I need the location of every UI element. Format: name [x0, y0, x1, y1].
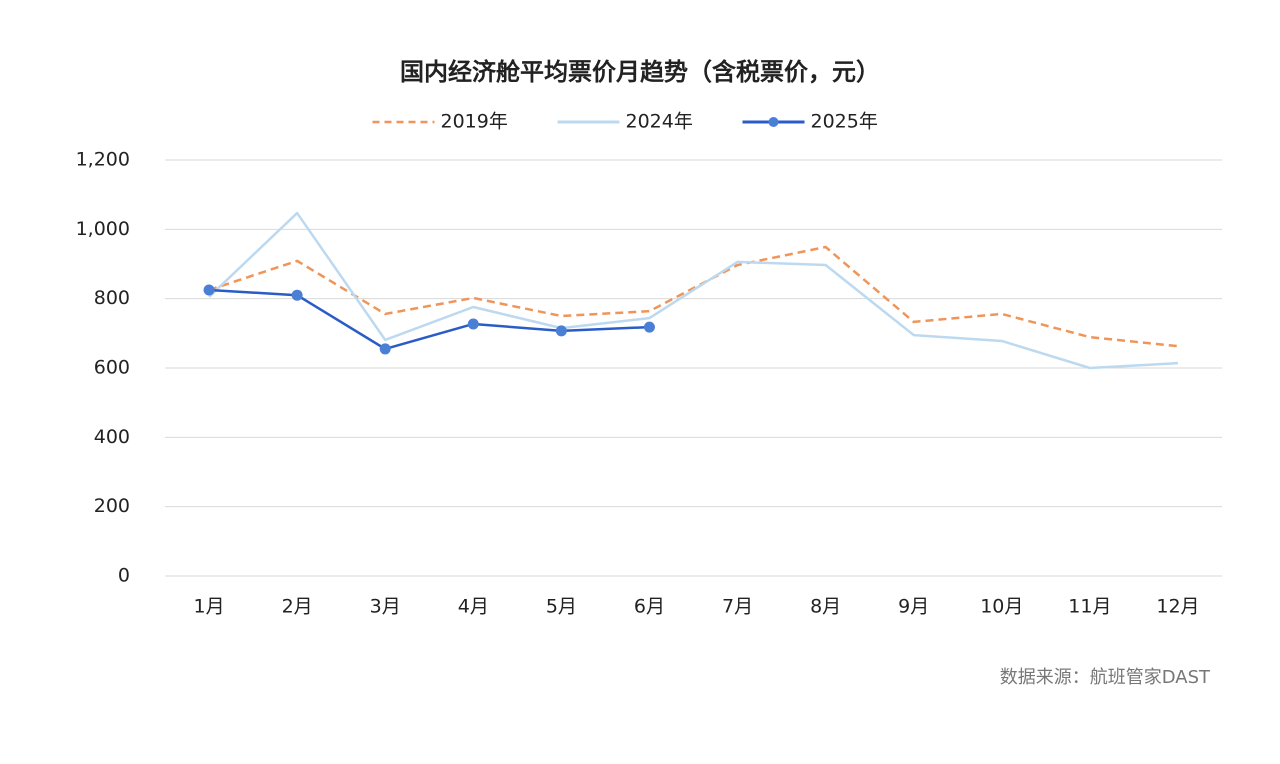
series-marker: [291, 289, 303, 301]
x-tick-label: 2月: [282, 596, 313, 618]
x-tick-label: 11月: [1068, 596, 1111, 618]
x-tick-label: 1月: [193, 596, 224, 618]
y-tick-label: 1,200: [76, 149, 130, 171]
y-tick-label: 400: [94, 426, 130, 448]
legend-marker: [768, 117, 779, 127]
x-tick-label: 9月: [898, 596, 929, 618]
legend-label: 2019年: [441, 111, 508, 133]
x-tick-label: 8月: [810, 596, 841, 618]
series-line: [208, 245, 1179, 348]
x-tick-label: 3月: [370, 596, 401, 618]
series-line: [208, 288, 650, 351]
legend-label: 2024年: [626, 111, 693, 133]
y-tick-label: 1,000: [76, 218, 130, 240]
series-marker: [643, 321, 655, 333]
x-tick-label: 4月: [458, 596, 489, 618]
y-tick-label: 200: [94, 495, 130, 517]
x-tick-label: 7月: [722, 596, 753, 618]
x-tick-label: 5月: [546, 596, 577, 618]
legend-label: 2025年: [811, 111, 878, 133]
series-marker: [467, 318, 479, 330]
series-marker: [555, 325, 567, 337]
source-note: 数据来源：航班管家DAST: [1000, 667, 1211, 688]
y-tick-label: 600: [94, 357, 130, 379]
x-tick-label: 6月: [634, 596, 665, 618]
series-marker: [203, 284, 215, 296]
y-tick-label: 0: [118, 565, 130, 587]
y-tick-label: 800: [94, 287, 130, 309]
x-tick-label: 10月: [980, 596, 1023, 618]
series-marker: [379, 343, 391, 355]
x-tick-label: 12月: [1156, 596, 1199, 618]
chart-title: 国内经济舱平均票价月趋势（含税票价，元）: [400, 58, 880, 86]
series-line: [208, 211, 1179, 370]
